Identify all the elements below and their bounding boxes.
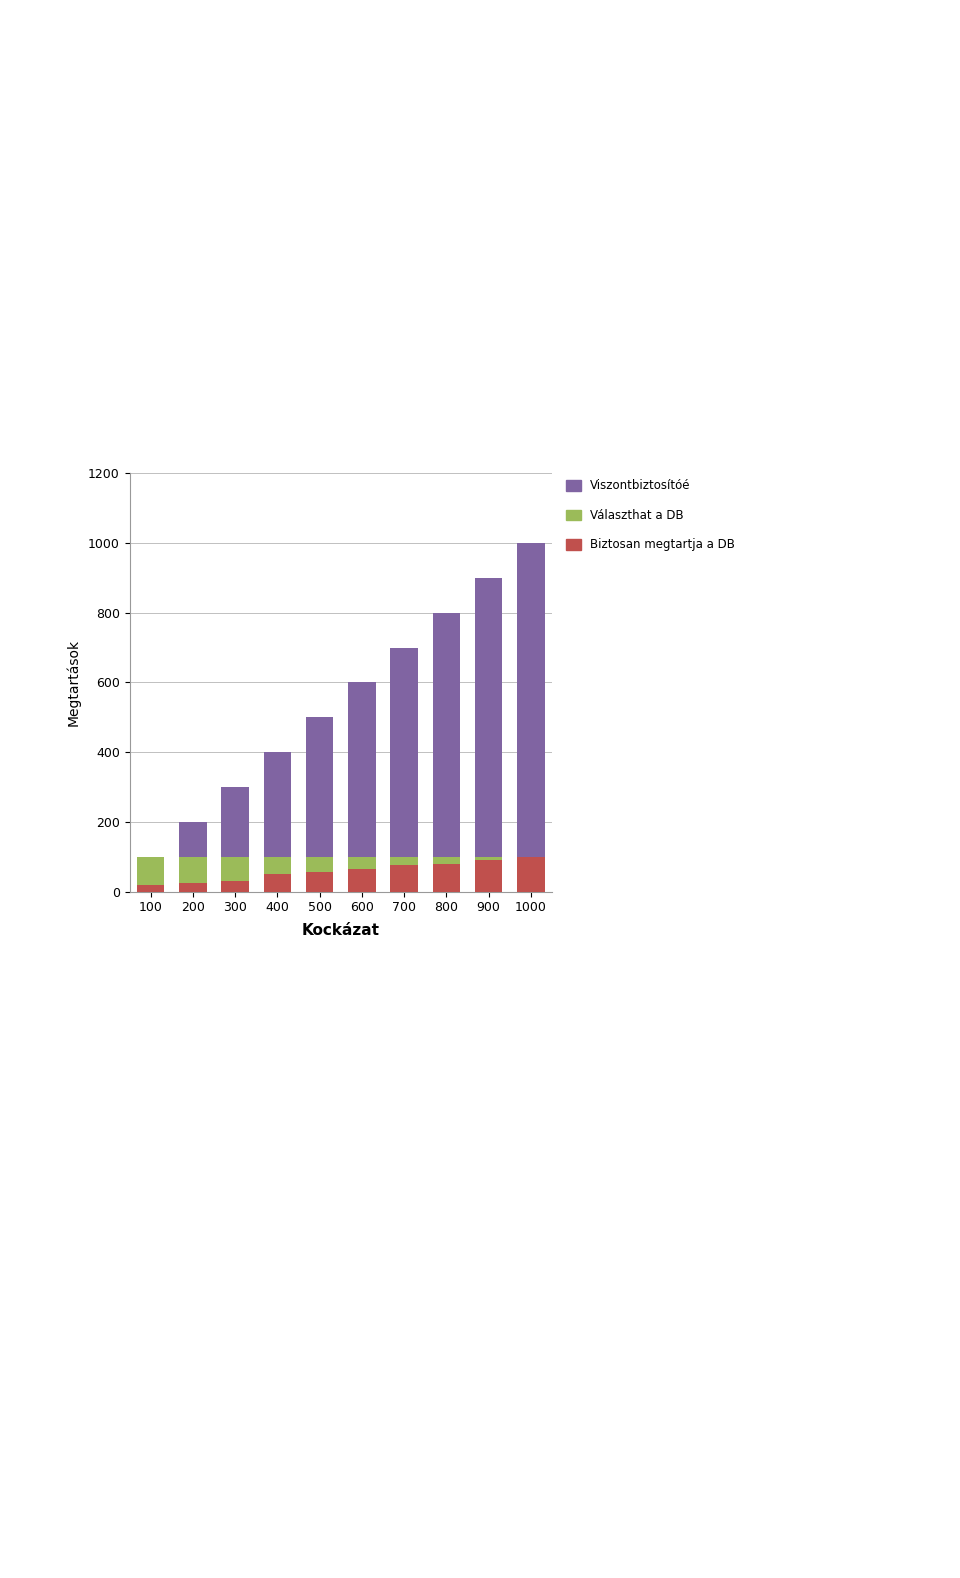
Bar bbox=[306, 857, 333, 873]
Bar bbox=[264, 753, 291, 857]
Bar bbox=[517, 857, 544, 892]
Bar bbox=[222, 787, 249, 857]
Bar bbox=[348, 869, 375, 892]
Bar bbox=[391, 647, 418, 857]
Bar bbox=[306, 873, 333, 892]
Bar bbox=[180, 882, 206, 892]
Bar bbox=[475, 860, 502, 892]
Bar bbox=[264, 857, 291, 874]
Bar bbox=[137, 857, 164, 885]
Bar bbox=[306, 718, 333, 857]
Bar bbox=[475, 578, 502, 857]
Bar bbox=[433, 612, 460, 857]
Bar bbox=[433, 857, 460, 863]
Bar bbox=[475, 857, 502, 860]
Bar bbox=[348, 683, 375, 857]
Bar bbox=[180, 857, 206, 882]
Legend: Viszontbiztosítóé, Választhat a DB, Biztosan megtartja a DB: Viszontbiztosítóé, Választhat a DB, Bizt… bbox=[566, 480, 734, 551]
Bar bbox=[433, 863, 460, 892]
Bar bbox=[348, 857, 375, 869]
Bar bbox=[180, 822, 206, 857]
Bar bbox=[264, 874, 291, 892]
X-axis label: Kockázat: Kockázat bbox=[301, 923, 380, 937]
Y-axis label: Megtartások: Megtartások bbox=[66, 639, 81, 726]
Bar bbox=[391, 857, 418, 865]
Bar bbox=[137, 885, 164, 892]
Bar bbox=[222, 881, 249, 892]
Bar bbox=[391, 865, 418, 892]
Bar bbox=[517, 543, 544, 857]
Bar bbox=[222, 857, 249, 881]
